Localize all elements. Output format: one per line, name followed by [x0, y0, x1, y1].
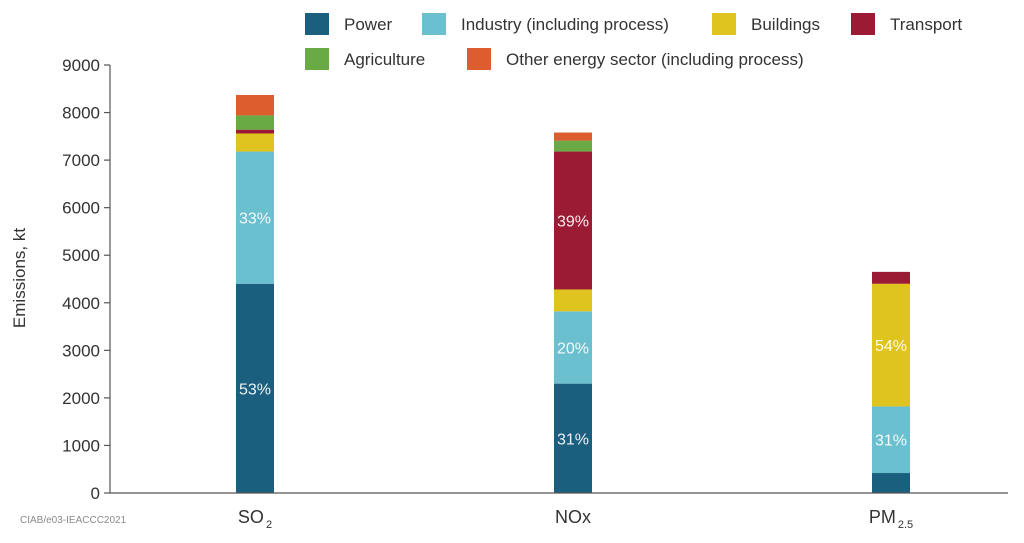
legend-swatch: [712, 13, 736, 35]
bars: 53% 33% 31% 20% 39% 31% 54%: [236, 94, 910, 493]
bar-segment-label: 53%: [239, 381, 271, 398]
bar-segment: [236, 151, 274, 284]
y-tick-label: 2000: [62, 389, 100, 408]
bar-segment: [872, 271, 910, 284]
legend-label: Buildings: [751, 15, 820, 34]
y-tick-label: 4000: [62, 294, 100, 313]
y-tick-label: 8000: [62, 104, 100, 123]
y-tick-label: 6000: [62, 199, 100, 218]
legend-item: Buildings: [712, 13, 820, 35]
legend-item: Power: [305, 13, 393, 35]
legend-label: Power: [344, 15, 393, 34]
y-tick-label: 0: [91, 484, 100, 503]
x-axis: SO 2 NOx PM 2.5: [238, 507, 913, 531]
x-tick-label-subscript: 2.5: [898, 519, 913, 531]
bar-segment: [236, 115, 274, 130]
bar-segment: [236, 94, 274, 116]
x-tick-label: PM 2.5: [869, 507, 913, 531]
x-tick-label-subscript: 2: [266, 519, 272, 531]
legend-label: Agriculture: [344, 50, 425, 69]
legend-swatch: [305, 13, 329, 35]
legend-label: Other energy sector (including process): [506, 50, 804, 69]
bar-segment-label: 31%: [557, 431, 589, 448]
legend-swatch: [851, 13, 875, 35]
y-tick-label: 1000: [62, 436, 100, 455]
legend-item: Transport: [851, 13, 962, 35]
legend-swatch: [305, 48, 329, 70]
bar-segment: [872, 406, 910, 474]
bar-segment: [554, 289, 592, 312]
bar-segment: [554, 311, 592, 384]
bar-segment: [554, 132, 592, 141]
x-tick-label-main: SO: [238, 507, 264, 527]
bar-segment-label: 54%: [875, 338, 907, 355]
x-tick-label: SO 2: [238, 507, 272, 531]
legend-item: Agriculture: [305, 48, 425, 70]
source-note: CIAB/e03-IEACCC2021: [20, 515, 127, 526]
bar-segment: [236, 129, 274, 134]
bar-segment: [554, 140, 592, 152]
legend-label: Industry (including process): [461, 15, 669, 34]
bar-segment-label: 20%: [557, 340, 589, 357]
legend-item: Industry (including process): [422, 13, 669, 35]
x-tick-label-main: NOx: [555, 507, 591, 527]
legend-swatch: [422, 13, 446, 35]
bar-segment-label: 31%: [875, 433, 907, 450]
bar-segment: [554, 383, 592, 493]
bar-segment: [872, 283, 910, 407]
bar-segment: [872, 473, 910, 493]
bar-segment: [236, 133, 274, 152]
legend: Power Industry (including process) Buildin…: [305, 13, 962, 70]
bar-segment: [554, 151, 592, 290]
y-axis: 0 1000 2000 3000 4000 5000 6000 7000 8000 9000: [62, 56, 111, 503]
legend-item: Other energy sector (including process): [467, 48, 804, 70]
y-tick-label: 7000: [62, 151, 100, 170]
bar-segment-label: 39%: [557, 214, 589, 231]
y-tick-label: 3000: [62, 341, 100, 360]
x-tick-label: NOx: [555, 507, 591, 527]
bar-segment-label: 33%: [239, 211, 271, 228]
legend-label: Transport: [890, 15, 962, 34]
legend-swatch: [467, 48, 491, 70]
y-axis-label: Emissions, kt: [10, 228, 29, 328]
y-tick-label: 9000: [62, 56, 100, 75]
y-tick-label: 5000: [62, 246, 100, 265]
bar-segment: [236, 283, 274, 493]
x-tick-label-main: PM: [869, 507, 896, 527]
